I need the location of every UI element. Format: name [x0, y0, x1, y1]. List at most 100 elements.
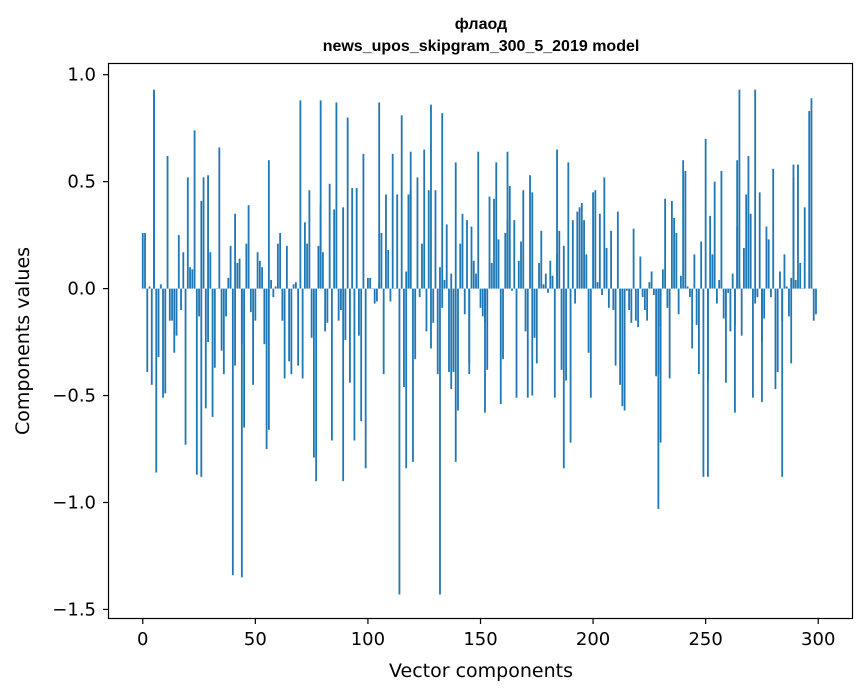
bar-167	[517, 260, 520, 289]
bar-117	[405, 271, 408, 289]
bar-9	[162, 288, 164, 398]
bar-177	[540, 230, 543, 289]
bar-spike-19	[531, 288, 534, 396]
bar-131	[436, 288, 439, 375]
bar-61	[279, 232, 282, 289]
bar-232	[664, 198, 667, 289]
bar-85	[333, 209, 336, 289]
bar-151	[481, 288, 484, 317]
bar-67	[292, 284, 295, 289]
bar-101	[369, 277, 372, 289]
bar-287	[788, 288, 790, 317]
bar-245	[693, 254, 696, 289]
bar-86	[335, 102, 338, 289]
bar-239	[679, 275, 682, 289]
bar-88	[340, 288, 342, 310]
bar-74	[308, 190, 311, 289]
bar-246	[695, 288, 698, 325]
bar-spike-10	[409, 151, 412, 289]
x-tick-label: 300	[801, 629, 835, 650]
bar-18	[182, 252, 185, 289]
bar-182	[551, 275, 554, 289]
bar-57	[270, 280, 273, 289]
bar-65	[288, 288, 291, 362]
bar-211	[616, 211, 619, 289]
bar-216	[628, 288, 630, 310]
bar-292	[799, 262, 802, 289]
bar-27	[202, 177, 205, 289]
bar-254	[713, 181, 716, 289]
bar-21	[189, 267, 191, 289]
bar-125	[423, 149, 426, 289]
bar-spike-26	[736, 160, 739, 289]
bar-spike-12	[439, 288, 441, 595]
bar-spike-17	[484, 288, 486, 413]
bar-spike-1	[200, 288, 203, 477]
bar-288	[790, 277, 793, 289]
bar-186	[560, 288, 563, 370]
bar-138	[452, 288, 455, 373]
bar-227	[652, 288, 655, 296]
bar-247	[698, 288, 700, 375]
bar-244	[691, 288, 694, 349]
bar-123	[418, 288, 421, 298]
bar-181	[549, 260, 552, 289]
bar-89	[342, 207, 345, 289]
bar-172	[529, 175, 531, 289]
chart-title: флаод	[455, 16, 507, 33]
bar-spike-29	[761, 288, 763, 402]
bar-62	[281, 288, 284, 321]
bar-63	[283, 288, 286, 379]
bar-68	[294, 282, 297, 289]
bar-45	[243, 288, 245, 428]
bar-83	[328, 183, 331, 289]
bar-224	[646, 288, 649, 321]
bar-121	[414, 288, 417, 360]
x-tick-label: 150	[463, 629, 497, 650]
bar-32	[213, 288, 216, 368]
bar-276	[763, 288, 766, 319]
bar-238	[677, 288, 680, 315]
bar-58	[272, 288, 275, 298]
bar-163	[508, 185, 511, 289]
bar-spike-34	[810, 98, 813, 289]
bar-132	[439, 267, 441, 289]
bar-108	[385, 194, 387, 289]
bar-281	[774, 288, 777, 390]
y-axis-label: Components values	[12, 247, 34, 435]
bar-185	[558, 230, 561, 289]
bar-197	[585, 254, 588, 289]
bar-spike-16	[468, 288, 471, 375]
y-tick-label: 0.0	[67, 279, 96, 300]
bar-142	[461, 213, 464, 289]
bar-106	[380, 232, 383, 289]
bar-52	[258, 260, 261, 289]
bar-220	[637, 288, 640, 328]
y-tick-label: −1.0	[52, 492, 96, 513]
bar-spike-25	[734, 288, 736, 413]
bar-134	[443, 280, 446, 289]
bar-272	[754, 288, 757, 304]
bar-136	[448, 288, 450, 373]
bar-157	[495, 162, 498, 289]
bar-285	[783, 254, 786, 289]
bar-spike-35	[812, 288, 815, 321]
bar-188	[565, 288, 567, 381]
bar-46	[245, 243, 248, 289]
bar-spike-11	[430, 104, 432, 289]
bar-41	[234, 213, 236, 289]
bar-36	[222, 288, 225, 375]
bar-spike-0	[153, 89, 155, 289]
bar-193	[576, 211, 579, 289]
bar-249	[702, 288, 705, 477]
bar-262	[731, 273, 734, 289]
bar-113	[396, 194, 399, 289]
bar-29	[207, 288, 209, 343]
bar-114	[398, 288, 401, 595]
bar-169	[522, 190, 525, 289]
bar-spike-24	[707, 288, 709, 477]
bar-spike-4	[240, 288, 243, 578]
bar-12	[168, 288, 171, 321]
bar-84	[331, 288, 333, 441]
x-tick-label: 250	[688, 629, 722, 650]
